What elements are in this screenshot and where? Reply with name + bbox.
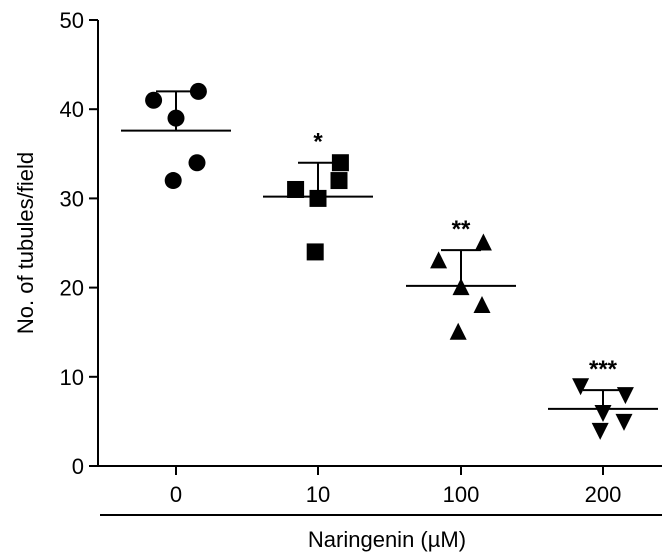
data-point-triangle-down [591, 422, 609, 440]
x-tick-label: 10 [306, 482, 330, 507]
y-tick-label: 50 [60, 8, 84, 33]
y-tick-label: 0 [72, 454, 84, 479]
y-axis-label: No. of tubules/field [13, 152, 38, 334]
x-tick-label: 200 [585, 482, 622, 507]
data-point-triangle-down [594, 404, 612, 422]
data-point-triangle-up [430, 251, 448, 269]
x-axis-label: Naringenin (µM) [308, 527, 466, 552]
data-point-triangle-down [616, 387, 634, 405]
group-10: * [263, 129, 373, 261]
x-tick-label: 0 [170, 482, 182, 507]
x-tick-label: 100 [443, 482, 480, 507]
x-axis: 0 10 100 200 Naringenin (µM) [97, 465, 662, 552]
y-tick-label: 20 [60, 276, 84, 301]
data-point-triangle-up [474, 233, 492, 251]
data-point-triangle-up [449, 322, 467, 340]
group-100: ** [406, 216, 516, 340]
y-tick-label: 30 [60, 186, 84, 211]
y-axis: 0 10 20 30 40 50 No. of tubules/field [13, 8, 99, 479]
data-point-circle [188, 154, 206, 172]
y-tick-label: 10 [60, 365, 84, 390]
data-point-circle [164, 172, 182, 190]
data-point-circle [189, 82, 207, 100]
data-point-square [306, 243, 324, 261]
y-tick-label: 40 [60, 97, 84, 122]
significance-label: *** [589, 356, 618, 383]
data-point-circle [145, 91, 163, 109]
data-point-square [331, 154, 349, 172]
data-point-square [309, 189, 327, 207]
x-ticks: 0 10 100 200 [170, 466, 621, 507]
significance-label: ** [452, 216, 471, 243]
data-point-triangle-down [572, 378, 590, 396]
data-point-square [287, 180, 305, 198]
significance-label: * [313, 129, 323, 156]
plot-area: ****** [121, 82, 658, 440]
group-200: *** [548, 356, 658, 440]
data-point-circle [167, 109, 185, 127]
group-0 [121, 82, 231, 190]
data-point-square [330, 172, 348, 190]
y-ticks: 0 10 20 30 40 50 [60, 8, 98, 479]
data-point-triangle-down [615, 413, 633, 431]
data-point-triangle-up [473, 295, 491, 313]
